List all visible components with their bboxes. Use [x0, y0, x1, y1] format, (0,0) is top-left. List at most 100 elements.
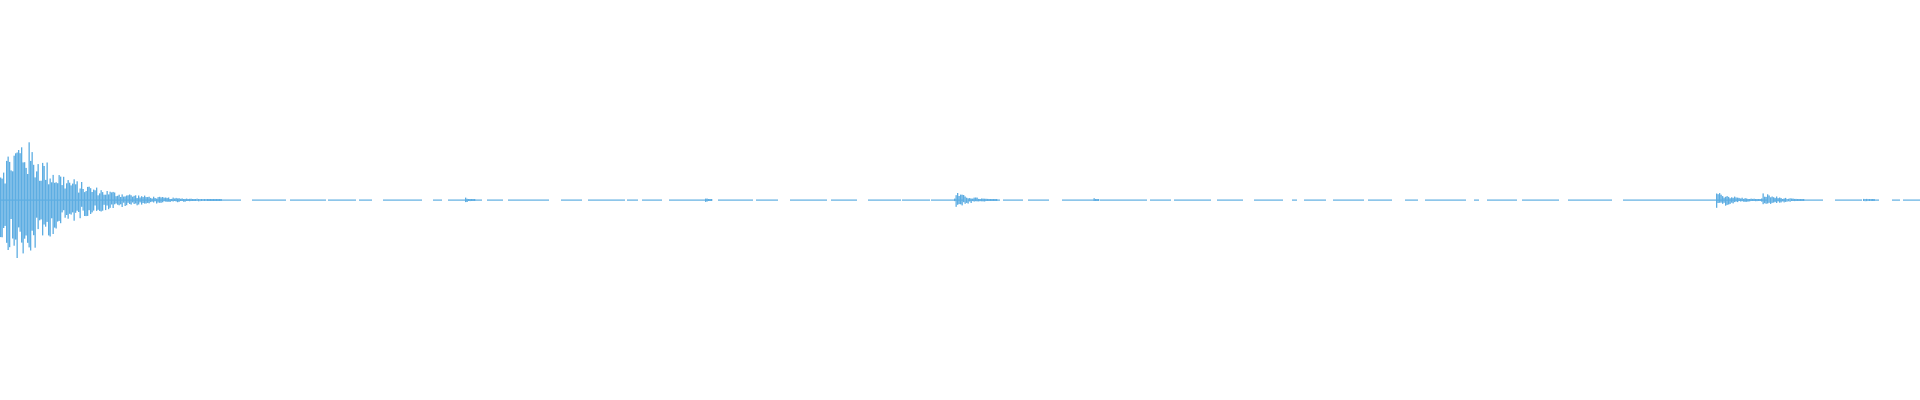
- waveform-sample-bar: [207, 199, 209, 201]
- waveform-sample-bar: [4, 183, 6, 226]
- waveform-sample-bar: [1729, 198, 1731, 204]
- waveform-sample-bar: [1792, 198, 1794, 201]
- waveform-sample-bar: [991, 199, 993, 201]
- waveform-sample-bar: [156, 198, 158, 204]
- waveform-sample-bar: [961, 194, 963, 206]
- waveform-sample-bar: [42, 162, 44, 236]
- waveform-sample-bar: [1770, 197, 1772, 204]
- waveform-sample-bar: [1773, 197, 1775, 203]
- waveform-baseline-segment: [902, 199, 930, 201]
- waveform-sample-bar: [147, 197, 149, 203]
- waveform-baseline-segment: [1474, 199, 1479, 201]
- waveform-baseline-segment: [1100, 199, 1131, 201]
- waveform-sample-bar: [1728, 196, 1730, 205]
- waveform-sample-bar: [706, 198, 708, 202]
- waveform-sample-bar: [1761, 198, 1763, 202]
- waveform-sample-bar: [180, 198, 182, 201]
- waveform-sample-bar: [1720, 194, 1722, 203]
- waveform-baseline-segment: [290, 199, 326, 201]
- waveform-sample-bar: [6, 160, 8, 243]
- waveform-sample-bar: [153, 196, 155, 203]
- waveform-sample-bar: [144, 195, 146, 204]
- waveform-baseline-segment: [642, 199, 662, 201]
- waveform-baseline-segment: [756, 199, 778, 201]
- waveform-sample-bar: [102, 192, 104, 211]
- waveform-sample-bar: [978, 198, 980, 202]
- waveform-sample-bar: [112, 191, 114, 208]
- waveform-sample-bar: [135, 195, 137, 204]
- waveform-baseline-segment: [508, 199, 549, 201]
- waveform-sample-bar: [49, 178, 51, 237]
- waveform-baseline-segment: [1292, 199, 1297, 201]
- waveform-sample-bar: [168, 197, 170, 202]
- waveform-sample-bar: [46, 162, 48, 222]
- waveform-sample-bar: [31, 152, 33, 231]
- waveform-baseline-segment: [359, 199, 372, 201]
- waveform-sample-bar: [24, 162, 26, 239]
- waveform-sample-bar: [136, 198, 138, 206]
- waveform-sample-bar: [19, 153, 21, 232]
- waveform-baseline-segment: [1835, 199, 1862, 201]
- waveform-sample-bar: [1740, 198, 1742, 202]
- waveform-sample-bar: [39, 180, 41, 221]
- waveform-baseline-segment: [831, 199, 857, 201]
- waveform-baseline-segment: [1131, 199, 1147, 201]
- waveform-sample-bar: [187, 199, 189, 201]
- waveform-sample-bar: [957, 193, 959, 205]
- waveform-sample-bar: [66, 183, 68, 215]
- waveform-sample-bar: [196, 198, 198, 201]
- waveform-sample-bar: [984, 198, 986, 202]
- waveform-sample-bar: [70, 185, 72, 215]
- waveform-sample-bar: [154, 198, 156, 202]
- waveform-sample-bar: [73, 179, 75, 221]
- waveform-sample-bar: [1759, 199, 1761, 201]
- waveform-sample-bar: [996, 199, 998, 201]
- waveform-sample-bar: [21, 147, 23, 243]
- waveform-baseline-segment: [1062, 199, 1084, 201]
- waveform-sample-bar: [1863, 198, 1865, 201]
- waveform-sample-bar: [1768, 195, 1770, 203]
- waveform-sample-bar: [1750, 198, 1752, 201]
- waveform-sample-bar: [34, 177, 36, 248]
- waveform-sample-bar: [967, 198, 969, 204]
- waveform-sample-bar: [474, 199, 476, 201]
- waveform-sample-bar: [1791, 198, 1793, 201]
- waveform-baseline-segment: [1871, 199, 1879, 201]
- waveform-sample-bar: [979, 199, 981, 202]
- waveform-sample-bar: [52, 174, 54, 234]
- waveform-baseline-segment: [1892, 199, 1900, 201]
- waveform-sample-bar: [148, 196, 150, 204]
- waveform-baseline-segment: [868, 199, 901, 201]
- waveform-sample-bar: [1767, 194, 1769, 204]
- waveform-sample-bar: [1741, 197, 1743, 202]
- waveform-sample-bar: [1734, 196, 1736, 203]
- waveform-sample-bar: [166, 197, 168, 202]
- waveform-baseline-segment: [1623, 199, 1767, 201]
- waveform-sample-bar: [9, 161, 11, 248]
- waveform-sample-bar: [175, 197, 177, 202]
- waveform-sample-bar: [472, 199, 474, 201]
- waveform-baseline-segment: [1084, 199, 1099, 201]
- waveform-baseline-segment: [1217, 199, 1243, 201]
- waveform-sample-bar: [190, 198, 192, 201]
- waveform-sample-bar: [91, 192, 93, 213]
- waveform-sample-bar: [204, 199, 206, 201]
- waveform-sample-bar: [1762, 193, 1764, 205]
- waveform-baseline-segment: [1792, 199, 1823, 201]
- waveform-sample-bar: [1737, 197, 1739, 203]
- waveform-sample-bar: [471, 199, 473, 201]
- waveform-sample-bar: [163, 197, 165, 202]
- waveform-sample-bar: [981, 198, 983, 202]
- waveform-sample-bar: [55, 182, 57, 229]
- waveform-sample-bar: [97, 195, 99, 210]
- waveform-sample-bar: [51, 182, 53, 219]
- waveform-sample-bar: [88, 186, 90, 211]
- waveform-sample-bar: [106, 191, 108, 206]
- waveform-sample-bar: [966, 197, 968, 203]
- waveform-sample-bar: [57, 183, 59, 222]
- waveform-baseline-segment: [487, 199, 503, 201]
- waveform-baseline-segment: [561, 199, 582, 201]
- waveform-sample-bar: [1776, 196, 1778, 203]
